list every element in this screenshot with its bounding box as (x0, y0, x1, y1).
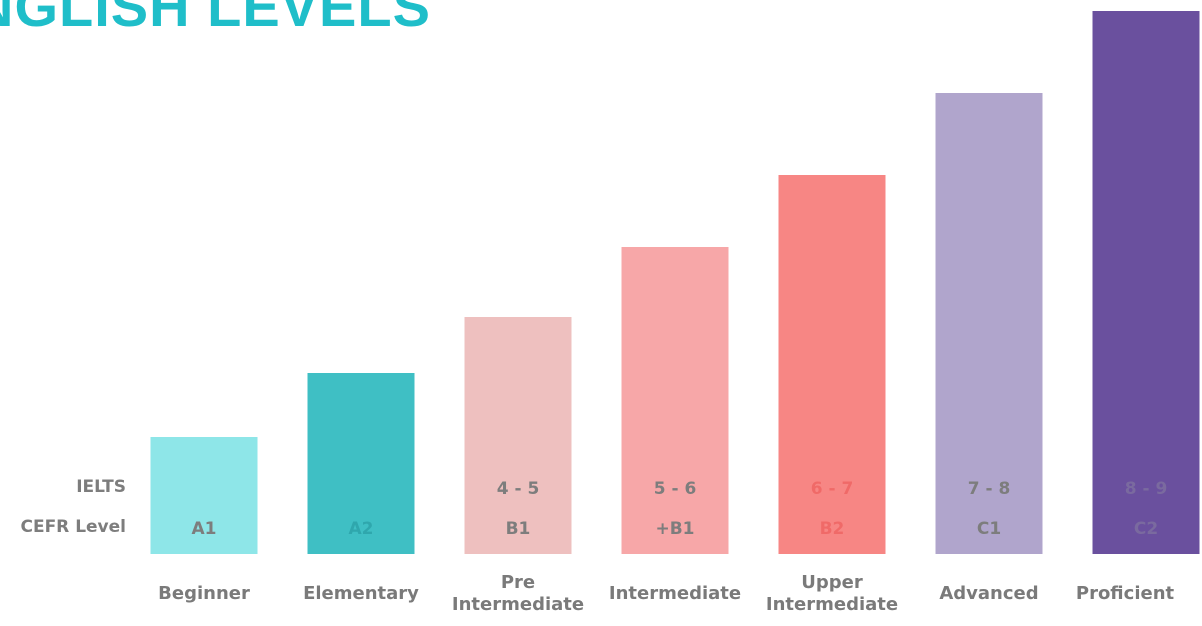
ielts-value-5: 6 - 7 (811, 479, 854, 499)
bar-3 (464, 317, 572, 554)
category-label-5: Upper Intermediate (765, 572, 899, 615)
category-label-1: Beginner (158, 583, 250, 604)
ielts-row-label: IELTS (76, 477, 126, 497)
bar-1 (150, 437, 258, 554)
cefr-value-1: A1 (192, 519, 217, 539)
category-label-7: Proficient (1075, 583, 1175, 604)
category-label-6: Advanced (939, 583, 1039, 604)
category-label-3: Pre Intermediate (451, 572, 585, 615)
category-label-2: Elementary (303, 583, 419, 604)
cefr-row-label: CEFR Level (20, 517, 126, 537)
ielts-value-3: 4 - 5 (497, 479, 540, 499)
bar-6 (935, 93, 1043, 554)
cefr-value-5: B2 (820, 519, 845, 539)
ielts-value-6: 7 - 8 (968, 479, 1011, 499)
cefr-value-4: +B1 (655, 519, 694, 539)
bar-4 (621, 247, 729, 554)
cefr-value-7: C2 (1134, 519, 1158, 539)
cefr-value-6: C1 (977, 519, 1001, 539)
ielts-value-4: 5 - 6 (654, 479, 697, 499)
cefr-value-2: A2 (349, 519, 374, 539)
bar-7 (1092, 11, 1200, 554)
category-label-4: Intermediate (608, 583, 742, 604)
ielts-value-7: 8 - 9 (1125, 479, 1168, 499)
bar-5 (778, 175, 886, 554)
cefr-value-3: B1 (506, 519, 531, 539)
bar-2 (307, 373, 415, 554)
page-title: NGLISH LEVELS (0, 0, 431, 38)
